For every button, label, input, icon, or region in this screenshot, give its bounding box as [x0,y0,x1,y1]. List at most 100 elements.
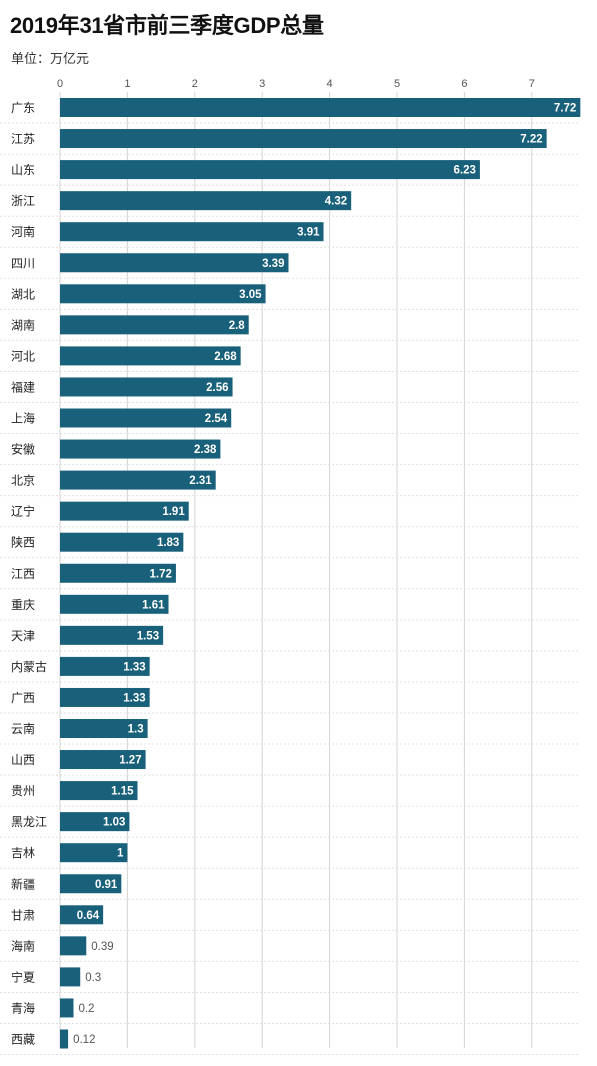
category-label: 新疆 [11,876,35,891]
value-label: 0.3 [85,972,101,984]
category-label: 广东 [11,101,35,115]
value-label: 0.2 [78,1003,94,1015]
bar-1 [60,98,581,117]
value-label: 2.56 [206,382,228,394]
bar-21 [60,719,148,738]
category-label: 青海 [11,1000,35,1015]
value-label: 1.83 [157,537,179,549]
value-label: 7.72 [554,103,576,115]
value-label: 6.23 [454,165,476,177]
bar-22 [60,750,146,770]
bar-9 [60,346,241,366]
category-label: 黑龙江 [11,815,47,829]
bar-17 [60,594,169,614]
value-label: 7.22 [520,134,542,146]
category-label: 内蒙古 [11,659,47,674]
bar-28 [60,936,87,956]
value-label: 4.32 [325,196,347,208]
x-tick-label: 4 [327,78,333,90]
value-label: 2.31 [189,475,212,487]
bar-25 [60,843,128,863]
category-label: 海南 [11,938,35,953]
category-label: 云南 [11,721,35,736]
bar-27 [60,905,104,925]
value-label: 3.91 [297,227,320,239]
category-label: 四川 [11,256,35,270]
bar-15 [60,532,184,552]
value-label: 1 [117,848,124,860]
category-label: 重庆 [11,598,35,612]
value-label: 2.38 [194,444,217,456]
category-label: 湖北 [11,286,35,301]
category-label: 河北 [11,349,35,363]
value-label: 0.91 [95,879,118,891]
x-tick-label: 3 [259,78,265,90]
value-label: 1.72 [150,568,172,580]
value-label: 3.05 [239,289,262,301]
bar-18 [60,625,164,645]
bar-24 [60,812,130,832]
value-label: 0.12 [73,1034,95,1046]
bar-12 [60,439,221,459]
x-axis-ticks: 0 1 2 3 4 5 6 7 [57,78,535,90]
x-tick-label: 0 [57,78,63,90]
category-label: 安徽 [11,442,35,457]
category-labels: 广东江苏山东浙江河南四川湖北湖南河北福建上海安徽北京辽宁陕西江西重庆天津内蒙古广… [11,101,47,1047]
category-label: 福建 [11,379,35,394]
category-label: 西藏 [11,1033,35,1047]
category-label: 北京 [11,474,35,488]
bar-31 [60,1029,69,1049]
bar-29 [60,967,81,987]
bars [60,98,581,1049]
category-label: 河南 [11,224,35,239]
bar-8 [60,315,249,335]
value-label: 1.33 [123,692,145,704]
chart-title: 2019年31省市前三季度GDP总量 [10,13,324,38]
value-label: 3.39 [262,258,284,270]
value-label: 0.39 [91,941,113,953]
bar-6 [60,253,289,273]
category-label: 陕西 [11,535,35,550]
value-label: 1.53 [137,630,159,642]
bar-3 [60,160,480,180]
value-label: 1.27 [119,755,141,767]
bar-19 [60,656,150,676]
bar-14 [60,501,189,521]
category-label: 江苏 [11,132,35,146]
bar-7 [60,284,266,304]
category-label: 宁夏 [11,969,35,984]
value-label: 1.03 [103,817,125,829]
bar-4 [60,191,352,211]
bar-11 [60,408,232,428]
category-label: 江西 [11,567,35,581]
category-label: 天津 [11,629,35,643]
category-label: 广西 [11,691,35,705]
category-label: 山东 [11,163,35,177]
value-labels: 7.72 7.22 6.23 4.32 3.91 3.39 3.05 2.8 2.68 2.56 2… [73,103,576,1047]
x-tick-label: 2 [192,78,198,90]
x-tick-label: 5 [394,78,400,90]
bar-20 [60,687,150,707]
bar-30 [60,998,74,1018]
value-label: 1.15 [111,786,134,798]
value-label: 1.3 [128,724,144,736]
x-tick-label: 6 [461,78,467,90]
value-label: 2.68 [214,351,237,363]
category-label: 吉林 [11,846,35,860]
category-label: 湖南 [11,317,35,332]
x-tick-label: 1 [124,78,130,90]
category-label: 甘肃 [11,908,35,922]
category-label: 贵州 [11,784,35,798]
value-label: 1.91 [162,506,185,518]
value-label: 1.33 [123,661,145,673]
bar-10 [60,377,233,397]
bar-26 [60,874,122,894]
value-label: 2.54 [205,413,228,425]
value-label: 0.64 [77,910,100,922]
unit-label: 单位：万亿元 [11,51,90,66]
bar-16 [60,563,176,583]
category-label: 辽宁 [11,504,35,519]
bar-5 [60,222,324,242]
